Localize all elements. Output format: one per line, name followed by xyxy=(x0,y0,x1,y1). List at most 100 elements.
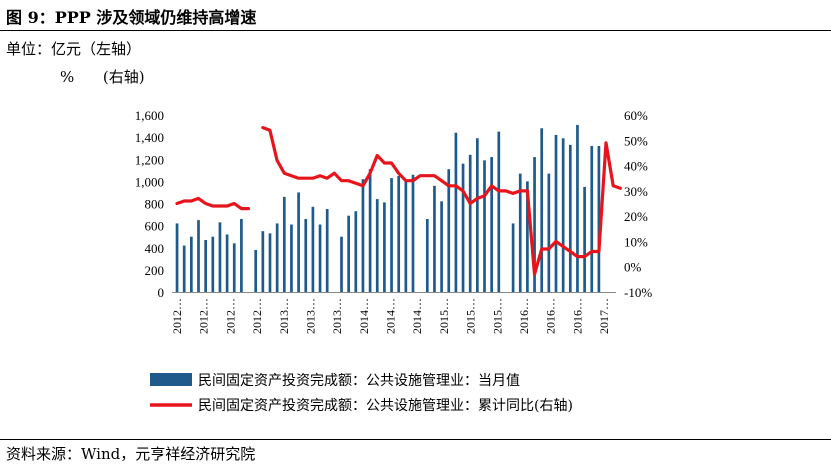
bar xyxy=(375,199,379,292)
chart-title: 图 9：PPP 涉及领域仍维持高增速 xyxy=(6,8,257,27)
bar xyxy=(583,186,586,292)
bar xyxy=(390,178,393,292)
y-right-tick-label: 10% xyxy=(624,234,648,249)
bar xyxy=(404,181,408,292)
x-tick-label: 2013… xyxy=(277,298,291,334)
bar xyxy=(297,192,300,292)
bar xyxy=(190,236,193,292)
x-tick-label: 2014… xyxy=(384,298,398,334)
bar xyxy=(211,236,215,292)
bar xyxy=(511,223,515,292)
unit-label-left-axis: 单位：亿元（左轴） xyxy=(6,40,142,58)
bar xyxy=(454,132,458,292)
legend-line-label: 民间固定资产投资完成额：公共设施管理业：累计同比(右轴) xyxy=(198,398,573,414)
x-tick-label: 2012… xyxy=(250,298,264,334)
y-right-tick-label: 40% xyxy=(624,159,648,174)
bar xyxy=(354,211,358,292)
y-left-tick-label: 800 xyxy=(145,197,165,212)
y-right-tick-label: -10% xyxy=(624,285,652,300)
y-left-tick-label: 1,000 xyxy=(135,174,164,189)
bar xyxy=(290,224,293,292)
bar xyxy=(268,233,272,292)
y-left-tick-label: 1,400 xyxy=(135,130,164,145)
growth-line xyxy=(261,125,622,276)
bar xyxy=(218,222,222,292)
x-tick-label: 2016… xyxy=(517,298,531,334)
bar xyxy=(440,201,443,292)
y-left-tick-label: 200 xyxy=(145,263,165,278)
source-divider xyxy=(0,439,831,440)
bar xyxy=(483,160,486,292)
x-tick-label: 2012… xyxy=(197,298,211,334)
x-tick-label: 2017… xyxy=(597,298,611,334)
bar xyxy=(540,128,544,292)
title-divider xyxy=(0,30,831,31)
bar xyxy=(197,220,200,292)
legend-bar-swatch xyxy=(150,373,192,386)
x-tick-label: 2015… xyxy=(464,298,478,334)
y-left-tick-label: 0 xyxy=(158,285,165,300)
bar xyxy=(282,196,286,292)
bar xyxy=(433,185,436,292)
y-right-tick-label: 20% xyxy=(624,209,648,224)
x-tick-label: 2012… xyxy=(170,298,184,334)
bar xyxy=(304,218,308,292)
legend-bar-label: 民间固定资产投资完成额：公共设施管理业：当月值 xyxy=(198,373,520,389)
bar xyxy=(597,145,601,292)
bar xyxy=(533,157,536,292)
bar xyxy=(347,215,350,292)
bar xyxy=(547,173,551,292)
bar xyxy=(490,157,493,292)
bar xyxy=(425,218,429,292)
bar xyxy=(275,223,279,292)
bar xyxy=(254,249,258,292)
bar xyxy=(361,179,365,292)
bar xyxy=(261,231,265,292)
x-tick-label: 2015… xyxy=(490,298,504,334)
x-tick-label: 2014… xyxy=(357,298,371,334)
x-tick-label: 2016… xyxy=(544,298,558,334)
bar xyxy=(368,169,372,292)
bar xyxy=(311,206,315,292)
bar xyxy=(318,224,322,292)
y-left-tick-label: 1,600 xyxy=(135,108,164,123)
bar xyxy=(554,134,558,292)
bar xyxy=(225,234,229,292)
x-tick-label: 2015… xyxy=(437,298,451,334)
bar xyxy=(576,124,579,292)
bar xyxy=(182,245,186,292)
bar xyxy=(411,174,415,292)
y-left-tick-label: 400 xyxy=(145,241,165,256)
bar xyxy=(476,138,479,292)
unit-label-right-axis: % (右轴) xyxy=(60,68,145,86)
y-right-tick-label: 0% xyxy=(624,260,642,275)
y-right-tick-label: 50% xyxy=(624,133,648,148)
bar xyxy=(383,202,386,292)
bar xyxy=(561,138,565,292)
bar xyxy=(461,163,465,292)
y-right-tick-label: 30% xyxy=(624,184,648,199)
bar xyxy=(468,154,472,292)
bar xyxy=(526,181,529,292)
y-left-tick-label: 600 xyxy=(145,219,165,234)
x-tick-label: 2014… xyxy=(410,298,424,334)
x-tick-label: 2016… xyxy=(570,298,584,334)
bar xyxy=(325,209,329,292)
y-right-tick-label: 60% xyxy=(624,108,648,123)
bar xyxy=(340,236,343,292)
source-note: 资料来源：Wind，元亨祥经济研究院 xyxy=(6,445,256,463)
y-left-tick-label: 1,200 xyxy=(135,152,164,167)
bar xyxy=(590,145,594,292)
bar xyxy=(518,173,522,292)
bar xyxy=(497,131,501,292)
growth-line xyxy=(175,196,251,211)
x-tick-label: 2013… xyxy=(303,298,317,334)
bar xyxy=(175,223,179,292)
bar xyxy=(568,144,572,292)
bar xyxy=(397,175,401,292)
bar xyxy=(204,240,207,292)
bar xyxy=(447,169,451,292)
bar xyxy=(232,243,236,292)
bar xyxy=(240,218,243,292)
